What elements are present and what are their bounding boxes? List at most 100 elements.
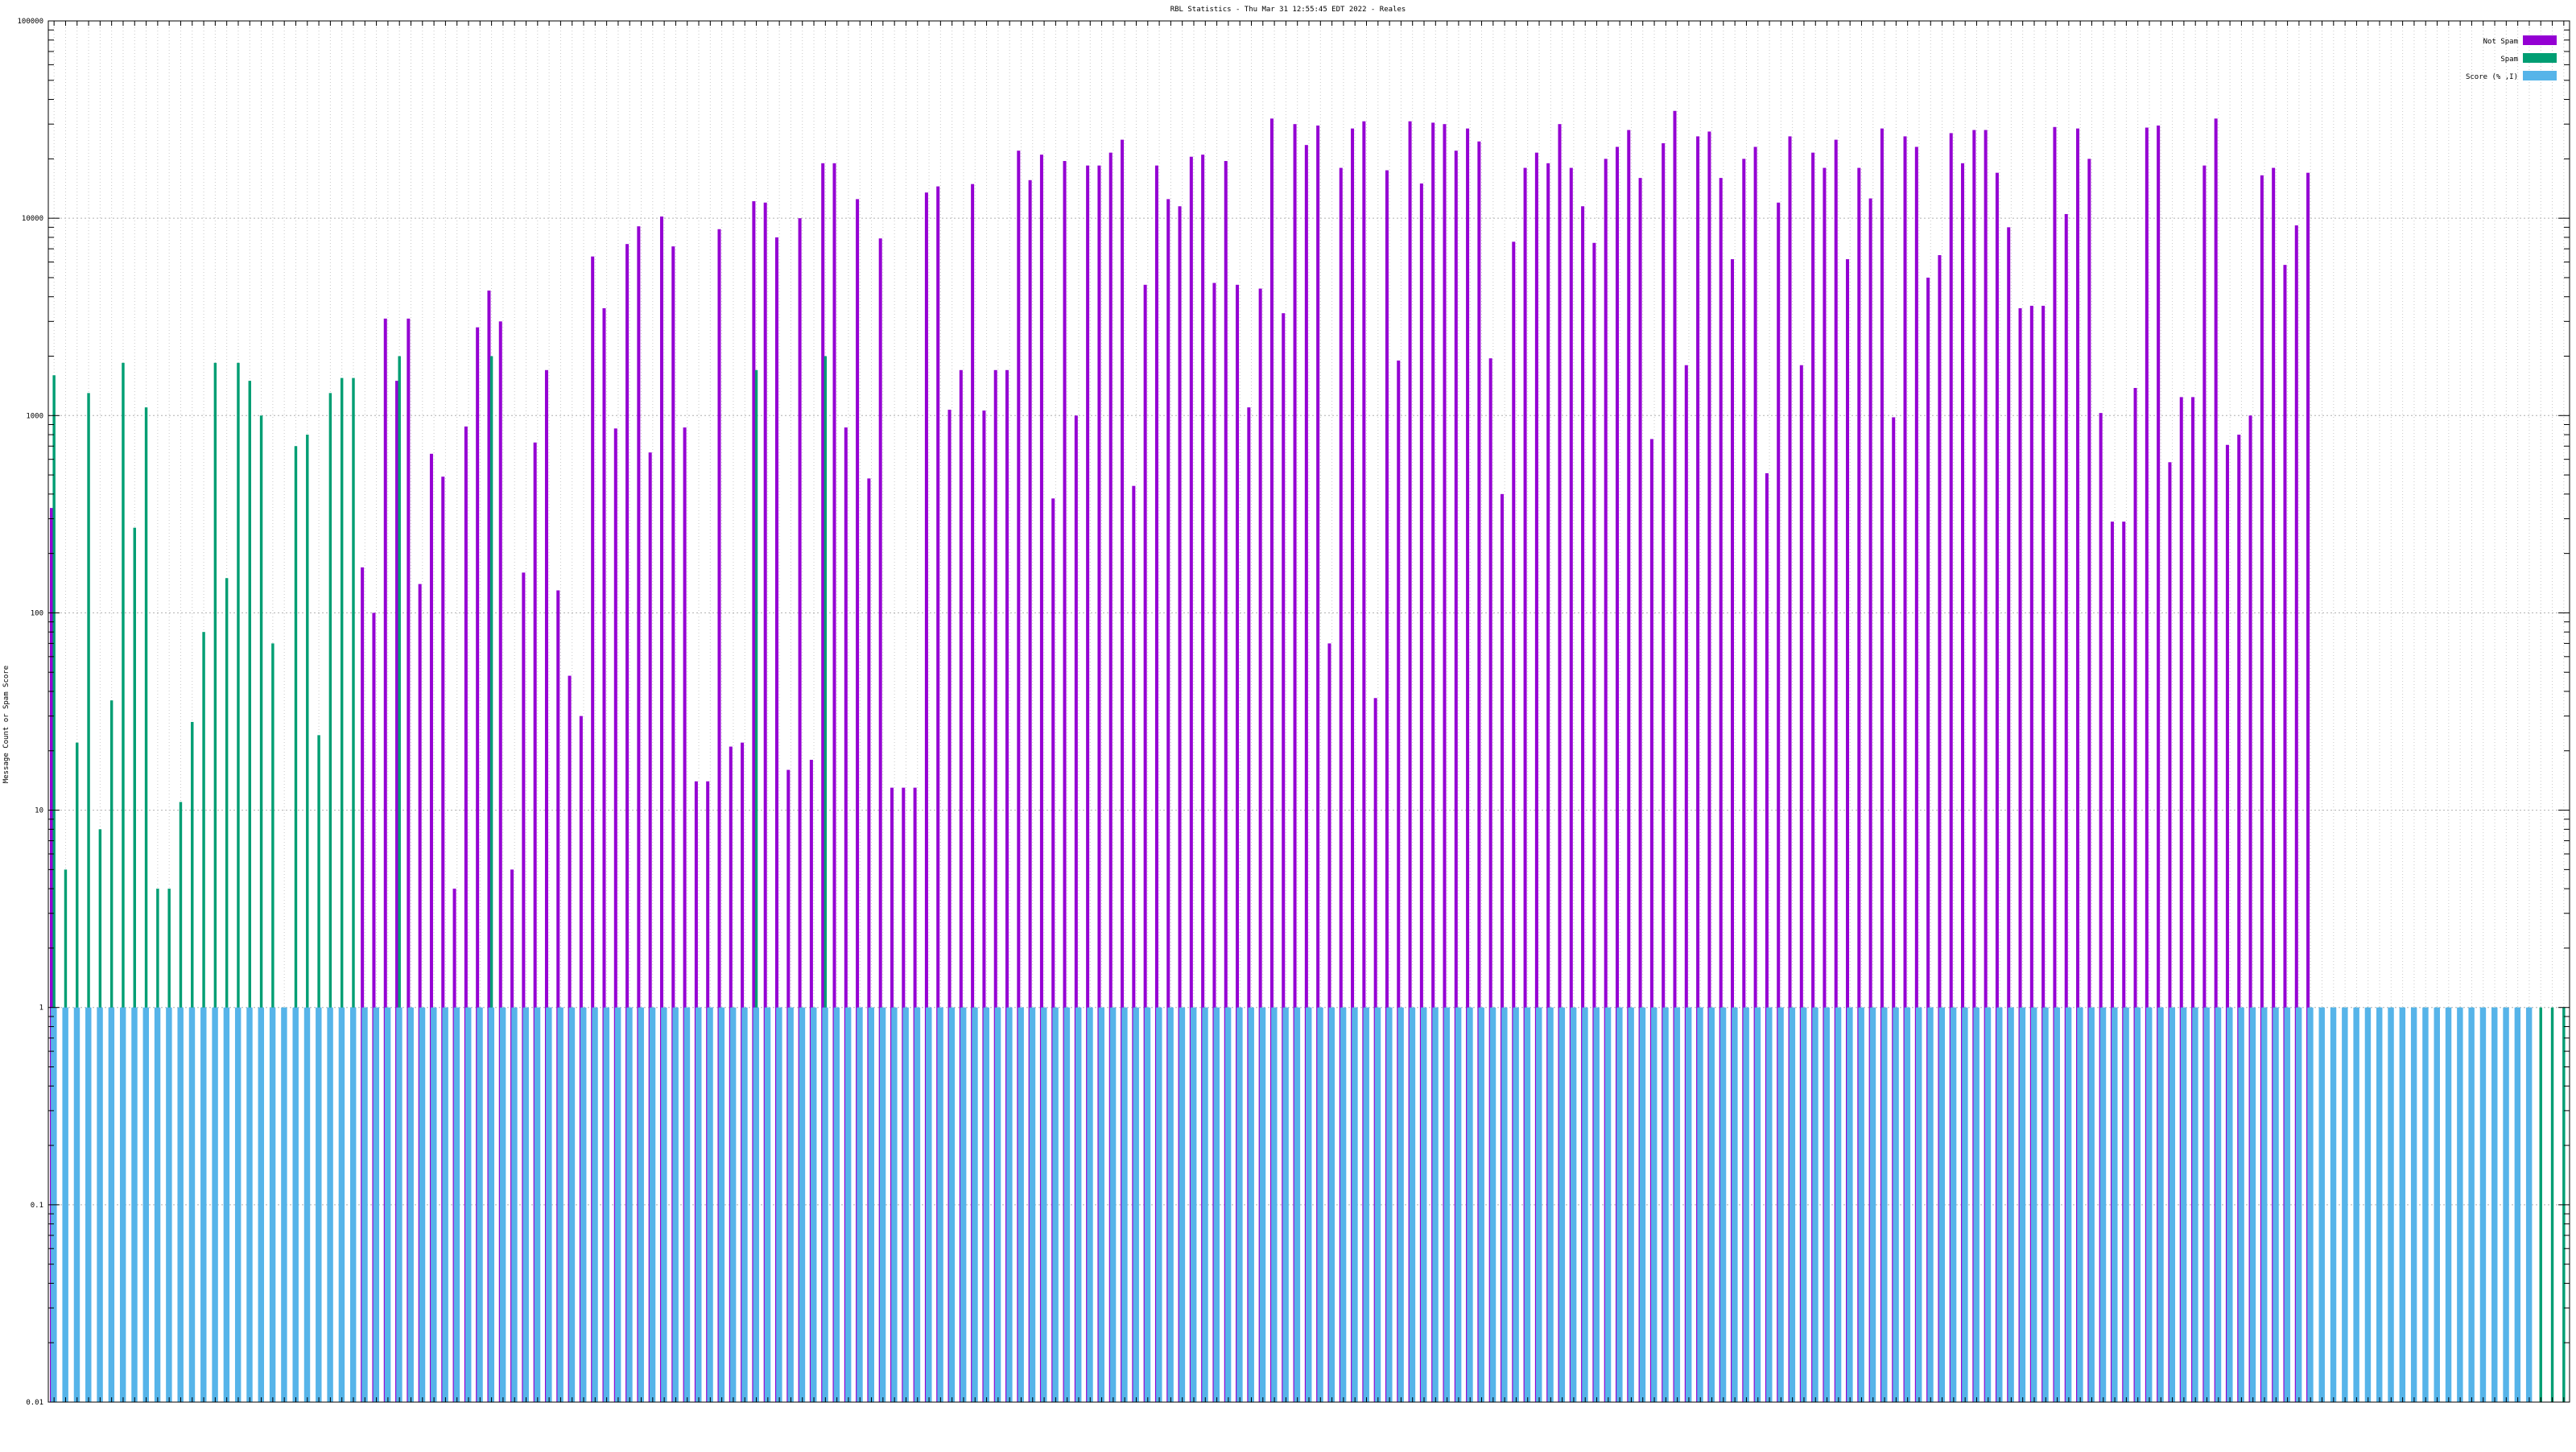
y-axis-label: Message Count or Spam Score: [2, 666, 10, 783]
bar-2-182: [2145, 1007, 2153, 1402]
bar-2-116: [1386, 1007, 1393, 1402]
bar-2-62: [764, 1007, 771, 1402]
bar-2-133: [1582, 1007, 1588, 1402]
bar-0-61: [752, 200, 756, 1402]
bar-2-111: [1328, 1007, 1335, 1402]
bar-0-193: [2272, 167, 2276, 1403]
bar-2-126: [1501, 1007, 1508, 1402]
bar-0-108: [1293, 124, 1297, 1403]
bar-2-37: [477, 1007, 483, 1402]
bar-0-39: [498, 321, 502, 1402]
bar-0-50: [625, 244, 630, 1403]
bar-1-217: [2550, 1007, 2554, 1402]
bar-0-76: [924, 192, 928, 1402]
bar-0-192: [2260, 175, 2264, 1402]
bar-2-156: [1847, 1007, 1853, 1402]
bar-0-182: [2145, 127, 2149, 1402]
bar-2-146: [1732, 1007, 1738, 1402]
bar-0-124: [1477, 141, 1481, 1402]
bar-2-177: [2088, 1007, 2095, 1402]
bar-2-208: [2445, 1007, 2452, 1402]
bar-0-72: [878, 238, 882, 1403]
bar-0-170: [2007, 227, 2011, 1402]
bar-2-155: [1835, 1007, 1842, 1402]
bar-0-51: [637, 226, 641, 1402]
bar-2-136: [1616, 1007, 1623, 1402]
bar-2-93: [1121, 1007, 1128, 1402]
bar-2-104: [1248, 1007, 1254, 1402]
bar-2-74: [902, 1007, 909, 1402]
bar-2-40: [511, 1007, 518, 1402]
bar-1-8: [144, 407, 148, 1403]
legend-swatch-1: [2523, 53, 2557, 63]
bar-2-36: [464, 1007, 472, 1402]
bar-0-117: [1397, 360, 1401, 1402]
bar-2-102: [1224, 1007, 1232, 1402]
legend-swatch-2: [2523, 71, 2557, 80]
bar-2-29: [384, 1007, 391, 1402]
bar-0-116: [1385, 170, 1389, 1402]
bar-1-30: [398, 356, 401, 1402]
bar-0-89: [1074, 415, 1078, 1403]
bar-0-121: [1443, 124, 1447, 1403]
bar-1-15: [225, 578, 229, 1402]
bar-0-168: [1984, 130, 1988, 1402]
bar-2-120: [1432, 1007, 1439, 1402]
bar-2-98: [1179, 1007, 1186, 1402]
bar-2-79: [960, 1007, 967, 1402]
bar-0-128: [1523, 167, 1527, 1403]
bar-2-55: [683, 1007, 691, 1402]
bar-2-132: [1570, 1007, 1577, 1402]
bar-2-71: [868, 1007, 874, 1402]
bar-0-164: [1938, 255, 1942, 1402]
bar-0-34: [441, 476, 445, 1402]
bar-0-141: [1673, 110, 1677, 1403]
bar-0-42: [533, 442, 537, 1402]
bar-2-213: [2503, 1007, 2509, 1402]
bar-2-162: [1915, 1007, 1922, 1402]
bar-0-127: [1512, 241, 1516, 1402]
bar-2-46: [580, 1007, 587, 1402]
plot-frame: [47, 20, 2570, 1403]
bar-2-108: [1294, 1007, 1301, 1402]
bar-2-192: [2261, 1007, 2268, 1402]
bar-2-110: [1317, 1007, 1323, 1402]
bar-0-38: [487, 290, 491, 1402]
bar-1-38: [489, 356, 493, 1402]
bar-2-47: [592, 1007, 598, 1402]
bar-0-132: [1569, 167, 1573, 1403]
bar-0-104: [1247, 407, 1251, 1403]
bar-2-76: [926, 1007, 932, 1402]
bar-2-22: [303, 1007, 311, 1402]
bar-2-81: [983, 1007, 989, 1402]
bar-2-157: [1858, 1007, 1864, 1402]
bar-0-65: [798, 218, 802, 1403]
y-tick-label: 10: [35, 807, 43, 815]
bar-2-42: [534, 1007, 541, 1402]
bar-0-144: [1707, 131, 1711, 1402]
bar-2-144: [1708, 1007, 1715, 1402]
bar-0-33: [429, 453, 433, 1402]
bar-0-146: [1731, 259, 1735, 1402]
bar-0-154: [1823, 167, 1827, 1403]
bar-2-201: [2364, 1007, 2372, 1402]
bar-0-71: [867, 478, 871, 1402]
bar-2-174: [2054, 1007, 2061, 1402]
bar-2-83: [1006, 1007, 1013, 1402]
bar-0-126: [1500, 493, 1504, 1402]
axis-layer: 100000 10000 1000 100 10 1 0.1 0.01: [17, 18, 2570, 1407]
bar-0-137: [1627, 130, 1631, 1402]
bar-0-83: [1005, 369, 1009, 1402]
bar-2-140: [1662, 1007, 1669, 1402]
bar-2-41: [522, 1007, 529, 1402]
bar-2-97: [1167, 1007, 1174, 1402]
bar-0-47: [591, 256, 595, 1402]
bar-2-115: [1374, 1007, 1381, 1402]
bar-2-44: [557, 1007, 564, 1402]
bar-2-5: [108, 1007, 115, 1402]
bar-2-113: [1352, 1007, 1358, 1402]
bar-2-197: [2318, 1007, 2325, 1402]
bar-0-181: [2133, 387, 2137, 1402]
bar-2-45: [568, 1007, 576, 1402]
